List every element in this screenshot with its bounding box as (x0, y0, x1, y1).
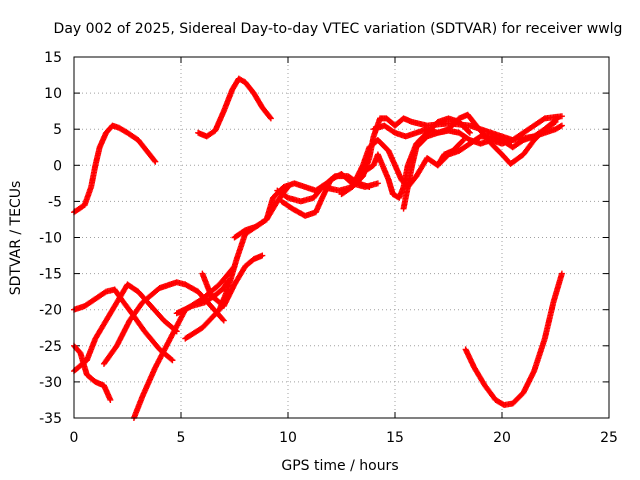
y-tick-label: 10 (44, 86, 62, 102)
x-tick-label: 15 (386, 430, 404, 446)
x-tick-label: 5 (177, 430, 186, 446)
y-tick-label: -35 (39, 411, 62, 427)
chart-title: Day 002 of 2025, Sidereal Day-to-day VTE… (54, 21, 623, 37)
series-arc-2 (195, 75, 274, 140)
data-point (107, 396, 114, 403)
y-tick-label: -5 (48, 194, 62, 210)
y-tick-label: 15 (44, 50, 62, 66)
x-tick-labels: 0 5 10 15 20 25 (70, 430, 618, 446)
data-point (459, 138, 466, 145)
y-tick-label: -15 (39, 267, 62, 283)
y-tick-label: -25 (39, 339, 62, 355)
y-tick-label: 0 (53, 158, 62, 174)
data-point (169, 357, 176, 364)
data-point (151, 157, 158, 164)
y-axis-label: SDTVAR / TECUs (8, 181, 24, 296)
data-point (267, 115, 274, 122)
data-point (220, 317, 227, 324)
data-point (558, 113, 565, 120)
x-tick-label: 25 (600, 430, 618, 446)
series-arc-18 (370, 113, 565, 147)
y-tick-labels: -35 -30 -25 -20 -15 -10 -5 0 5 10 15 (39, 50, 62, 427)
data-point (558, 270, 565, 277)
x-tick-label: 0 (70, 430, 79, 446)
data-point (168, 356, 175, 363)
x-tick-label: 10 (279, 430, 297, 446)
data-point (219, 316, 226, 323)
data-point (374, 180, 381, 187)
x-axis-label: GPS time / hours (281, 458, 398, 474)
data-point (152, 158, 159, 165)
data-point (557, 123, 564, 130)
data-point (465, 128, 472, 135)
data-point (267, 114, 274, 121)
series-arc-5 (71, 342, 114, 403)
data-point (558, 122, 565, 129)
y-tick-label: -20 (39, 303, 62, 319)
plot-frame (73, 56, 610, 419)
data-point (466, 129, 473, 136)
y-tick-label: -10 (39, 231, 62, 247)
x-tick-label: 20 (493, 430, 511, 446)
series-arc-1 (71, 122, 159, 216)
y-tick-label: 5 (53, 122, 62, 138)
data-point (259, 252, 266, 259)
data-series (71, 75, 565, 421)
y-tick-label: -30 (39, 375, 62, 391)
series-arc-19 (462, 270, 565, 409)
